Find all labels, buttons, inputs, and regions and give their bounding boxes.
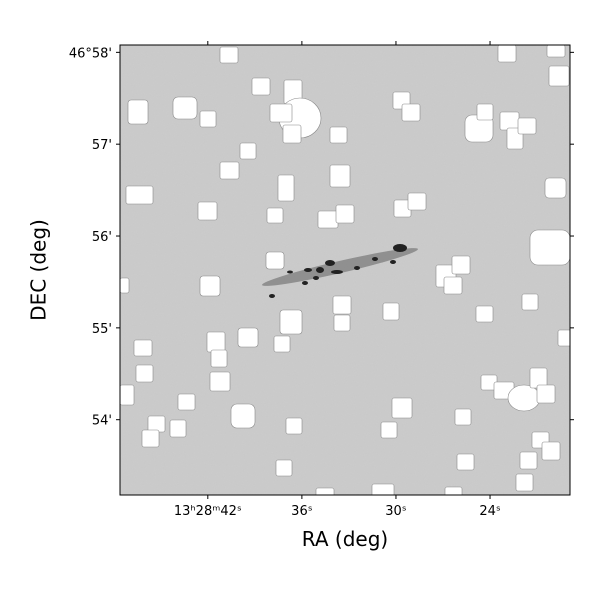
- plot-frame: [119, 44, 571, 496]
- y-tick-label: 46°58': [69, 46, 112, 61]
- y-tick-label: 57': [92, 138, 112, 153]
- x-axis-label: RA (deg): [302, 527, 388, 551]
- x-tick-label: 36ˢ: [291, 504, 313, 519]
- sky-image: [120, 45, 570, 495]
- y-axis-label: DEC (deg): [27, 219, 51, 321]
- y-tick-label: 56': [92, 230, 112, 245]
- y-tick-label: 55': [92, 322, 112, 337]
- x-tick-label: 30ˢ: [385, 504, 407, 519]
- x-tick-label: 24ˢ: [479, 504, 501, 519]
- y-tick-label: 54': [92, 414, 112, 429]
- x-tick-label: 13ʰ28ᵐ42ˢ: [174, 504, 242, 519]
- galaxy: [262, 244, 418, 298]
